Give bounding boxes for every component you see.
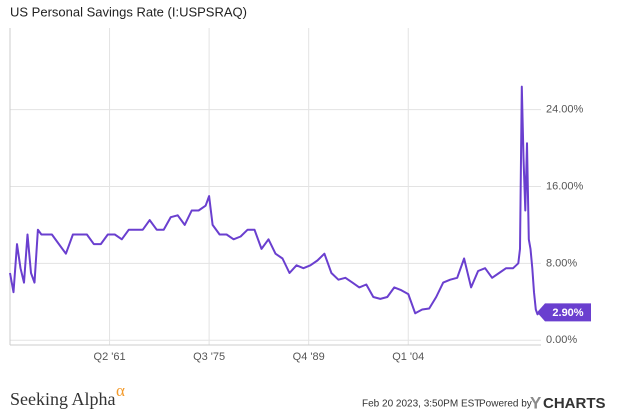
brand: Seeking Alpha	[10, 389, 116, 409]
timestamp: Feb 20 2023, 3:50PM EST.	[362, 399, 482, 410]
x-tick-label: Q4 '89	[293, 351, 325, 363]
powered-by: Powered by	[479, 399, 532, 410]
end-label-box	[537, 303, 591, 322]
chart-title: US Personal Savings Rate (I:USPSRAQ)	[10, 4, 247, 19]
source-mark: Y	[530, 393, 542, 412]
y-tick-label: 0.00%	[546, 334, 577, 346]
y-tick-label: 16.00%	[546, 180, 584, 192]
series-line	[9, 85, 541, 316]
source: CHARTS	[543, 395, 606, 412]
y-tick-label: 24.00%	[546, 104, 584, 116]
y-tick-label: 8.00%	[546, 257, 577, 269]
footer: Seeking Alpha α Feb 20 2023, 3:50PM EST.…	[10, 381, 606, 413]
x-tick-label: Q1 '04	[392, 351, 424, 363]
brand-mark: α	[116, 381, 125, 400]
x-tick-label: Q2 '61	[94, 351, 126, 363]
end-label: 2.90%	[552, 307, 583, 319]
x-tick-label: Q3 '75	[193, 351, 225, 363]
